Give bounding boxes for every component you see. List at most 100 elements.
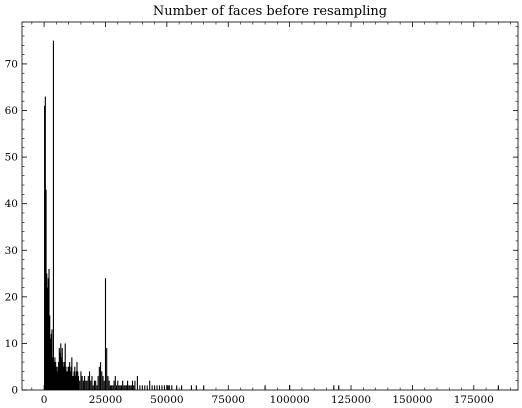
histogram-bar xyxy=(63,366,65,390)
y-tick-label: 20 xyxy=(5,291,18,303)
histogram-bar xyxy=(98,366,100,390)
histogram-bar xyxy=(49,315,51,390)
histogram-bar xyxy=(82,380,84,390)
x-tick-label: 75000 xyxy=(212,394,245,406)
histogram-bar xyxy=(136,376,138,390)
histogram-bar xyxy=(69,362,71,390)
histogram-bar xyxy=(86,380,88,390)
histogram-bar xyxy=(67,366,69,390)
histogram-bar xyxy=(79,380,81,390)
histogram-bar xyxy=(151,385,153,390)
histogram-bar xyxy=(90,380,92,390)
histogram-bar xyxy=(85,380,87,390)
histogram-bar xyxy=(120,385,122,390)
histogram-bar xyxy=(80,371,82,390)
x-tick-label: 125000 xyxy=(331,394,371,406)
histogram-bar xyxy=(45,189,47,390)
histogram-bar xyxy=(156,385,158,390)
histogram-bar xyxy=(161,385,163,390)
x-tick-label: 25000 xyxy=(89,394,122,406)
x-tick-label: 150000 xyxy=(392,394,432,406)
histogram-bar xyxy=(54,357,56,390)
histogram-bar xyxy=(52,40,54,390)
y-tick-label: 30 xyxy=(5,245,18,257)
histogram-bar xyxy=(48,268,50,390)
histogram-bar xyxy=(128,385,130,390)
histogram-bar xyxy=(77,376,80,390)
histogram-bar xyxy=(91,376,93,390)
histogram-bar xyxy=(77,371,79,390)
histogram-bar xyxy=(72,376,74,390)
histogram-bar xyxy=(66,371,68,390)
histogram-bar xyxy=(71,357,73,390)
histogram-bar xyxy=(103,380,105,390)
histogram-bar xyxy=(133,385,135,390)
histogram-bar xyxy=(122,380,124,390)
x-tick-label: 100000 xyxy=(270,394,310,406)
axes-group: 0 25000 50000 75000 100000 125000 150000 175000… xyxy=(5,21,519,406)
histogram-bar xyxy=(47,278,49,390)
histogram-bar xyxy=(163,385,165,390)
histogram-bar xyxy=(96,385,98,390)
histogram-bar xyxy=(44,105,46,390)
histogram-bar xyxy=(113,380,115,390)
histogram-bar xyxy=(195,385,197,390)
histogram-bar xyxy=(101,371,103,390)
y-tick-label: 70 xyxy=(5,58,18,70)
histogram-bar xyxy=(81,376,83,390)
histogram-bar xyxy=(176,385,178,390)
histogram-bar xyxy=(55,362,57,390)
histogram-bar xyxy=(61,348,63,390)
histogram-bar xyxy=(57,366,59,390)
histogram-bar xyxy=(108,380,110,390)
histogram-bar xyxy=(123,385,125,390)
histogram-bar xyxy=(46,273,48,390)
histogram-bar xyxy=(134,380,136,390)
histogram-bar xyxy=(130,385,132,390)
histogram-bar xyxy=(63,362,66,390)
histogram-bar xyxy=(73,371,75,390)
histogram-bar xyxy=(149,380,151,390)
histogram-bar xyxy=(51,329,53,390)
histogram-bar xyxy=(115,385,118,390)
histogram-bar xyxy=(74,366,76,390)
histogram-bar xyxy=(146,385,148,390)
histogram-bar xyxy=(97,376,99,390)
y-tick-label: 50 xyxy=(5,152,18,164)
histogram-bar xyxy=(65,366,67,390)
histogram-bar xyxy=(139,385,141,390)
histogram-bar xyxy=(167,385,169,390)
histogram-bar xyxy=(58,348,60,390)
histogram-bar xyxy=(59,352,61,390)
histogram-bar xyxy=(168,385,170,390)
histogram-bar xyxy=(55,366,57,390)
histogram-bar xyxy=(62,362,64,390)
histogram-bar xyxy=(181,385,183,390)
histogram-bar xyxy=(100,362,102,390)
histogram-bar xyxy=(64,343,66,390)
histogram-bar xyxy=(114,376,116,390)
histogram-bar xyxy=(119,385,121,390)
histogram-bar xyxy=(107,376,109,390)
histogram-bar xyxy=(53,362,55,390)
histogram-bar xyxy=(72,376,74,390)
histogram-bar xyxy=(95,380,97,390)
histogram-bar xyxy=(76,362,78,390)
chart-title: Number of faces before resampling xyxy=(153,4,387,19)
histogram-bar xyxy=(125,385,127,390)
x-tick-label: 0 xyxy=(41,394,48,406)
histogram-bar xyxy=(50,334,52,390)
histogram-bar xyxy=(88,371,91,390)
bars-group xyxy=(44,40,499,390)
histogram-bar xyxy=(58,362,60,390)
y-tick-label: 40 xyxy=(5,198,18,210)
histogram-bar xyxy=(127,380,129,390)
histogram-bar xyxy=(333,385,335,390)
histogram-bar xyxy=(158,385,161,390)
x-tick-label: 50000 xyxy=(150,394,183,406)
histogram-bar xyxy=(84,376,86,390)
histogram-bar xyxy=(66,371,68,390)
histogram-bar xyxy=(69,371,71,390)
histogram-bar xyxy=(49,338,52,390)
